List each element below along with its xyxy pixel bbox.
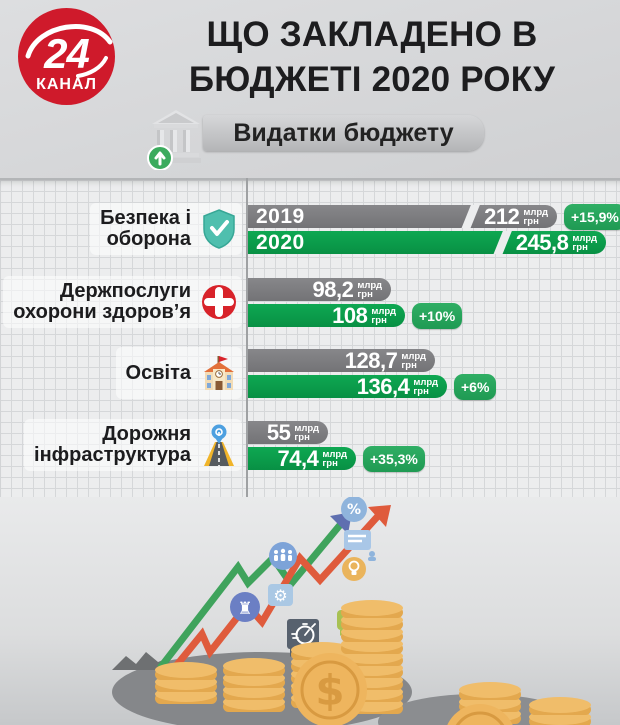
label-line: Держпослуги (59, 280, 191, 302)
row-label-education: Освіта (115, 347, 242, 399)
row-label-roads: Дорожня інфраструктура (24, 419, 242, 471)
medical-cross-icon (202, 285, 236, 319)
bar-2020-security: 2020 245,8 млрд грн (248, 231, 606, 254)
title-line-1: ЩО ЗАКЛАДЕНО В (206, 15, 538, 54)
unit-mlrd: млрд (357, 279, 382, 291)
arrowhead-red (368, 505, 391, 527)
unit-mlrd: млрд (371, 305, 396, 317)
svg-text:$: $ (315, 666, 344, 715)
bar-value: 55 (266, 421, 291, 444)
dollar-coin-icon (447, 704, 513, 725)
logo-name: КАНАЛ (36, 76, 97, 93)
percent-circle-icon (341, 497, 367, 522)
bar-2019-security: 2019 212 млрд грн (248, 205, 557, 228)
green-growth-arrow-icon (157, 522, 343, 671)
page-title: ЩО ЗАКЛАДЕНО В БЮДЖЕТІ 2020 РОКУ (130, 12, 614, 102)
change-badge: +15,9% (564, 203, 620, 230)
bar-value: 128,7 (344, 349, 398, 372)
logo-swoosh-icon (25, 24, 113, 78)
bar-2019-roads: 55 млрд грн (248, 421, 328, 444)
logo-number: 24 (44, 30, 90, 77)
lightbulb-circle-icon (342, 557, 366, 581)
unit-hrn: грн (322, 457, 338, 469)
chart-row-healthcare: Держпослуги охорони здоров’я 98,2 млрд гр… (0, 270, 620, 334)
label-line: Дорожня (102, 423, 191, 445)
channel-24-logo: 24 КАНАЛ (18, 8, 115, 105)
chart-row-education: Освіта 128,7 млрд грн 136,4 (0, 341, 620, 405)
bar-value: 108 (332, 304, 368, 327)
bar-value: 74,4 (277, 447, 319, 470)
bar-year-label: 2019 (256, 205, 305, 228)
unit-hrn: грн (371, 314, 387, 326)
bar-year-label: 2020 (256, 231, 305, 254)
up-arrow-icon (154, 151, 166, 166)
bar-slash-divider (490, 231, 514, 254)
bar-slash-divider (459, 205, 482, 228)
bank-icon (147, 110, 201, 170)
unit-mlrd: млрд (401, 350, 426, 362)
school-icon (204, 356, 234, 390)
unit-hrn: грн (401, 359, 417, 371)
unit-mlrd: млрд (322, 448, 347, 460)
unit-mlrd: млрд (523, 206, 548, 218)
shield-check-icon (203, 209, 235, 249)
bar-2020-roads: 74,4 млрд грн (248, 447, 356, 470)
subtitle-badge: Видатки бюджету (203, 115, 484, 151)
chess-rook-circle-icon (230, 592, 260, 622)
label-line: оборона (106, 228, 191, 250)
road-pin-icon (204, 424, 234, 466)
svg-text:%: % (347, 502, 361, 518)
svg-text:♜: ♜ (237, 599, 252, 619)
label-line: Безпека і (100, 207, 191, 229)
change-badge: +6% (454, 373, 497, 400)
bar-2019-education: 128,7 млрд грн (248, 349, 435, 372)
label-line: інфраструктура (34, 444, 191, 466)
change-badge: +35,3% (363, 445, 425, 472)
unit-mlrd: млрд (294, 422, 319, 434)
dollar-coin-icon: $ (293, 653, 367, 725)
unit-hrn: грн (523, 215, 539, 227)
chart-row-roads: Дорожня інфраструктура 55 млрд грн 74,4 (0, 413, 620, 477)
unit-mlrd: млрд (572, 232, 597, 244)
row-label-healthcare: Держпослуги охорони здоров’я (3, 276, 242, 328)
label-line: охорони здоров’я (13, 301, 191, 323)
unit-hrn: грн (357, 288, 373, 300)
bar-value: 136,4 (356, 375, 410, 398)
row-label-security: Безпека і оборона (90, 203, 242, 255)
bar-2020-healthcare: 108 млрд грн (248, 304, 405, 327)
bar-value: 98,2 (312, 278, 354, 301)
unit-hrn: грн (294, 431, 310, 443)
mountain-icon (112, 652, 172, 670)
unit-mlrd: млрд (413, 376, 438, 388)
bar-2019-healthcare: 98,2 млрд грн (248, 278, 391, 301)
label-line: Освіта (125, 361, 191, 384)
unit-hrn: грн (413, 385, 429, 397)
title-line-2: БЮДЖЕТІ 2020 РОКУ (188, 60, 556, 99)
chart-row-security: Безпека і оборона 2019 212 млрд грн +15,9… (0, 197, 620, 261)
unit-hrn: грн (572, 241, 588, 253)
change-badge: +10% (412, 302, 463, 329)
gear-square-icon (268, 584, 293, 606)
chart-axis-line (246, 178, 248, 497)
growth-illustration: % ⚙ ♜ $ (0, 497, 620, 725)
svg-text:⚙: ⚙ (273, 586, 287, 605)
bar-value: 245,8 (515, 231, 569, 254)
bar-2020-education: 136,4 млрд грн (248, 375, 447, 398)
subtitle-label: Видатки бюджету (233, 118, 454, 147)
bar-value: 212 (484, 205, 520, 228)
